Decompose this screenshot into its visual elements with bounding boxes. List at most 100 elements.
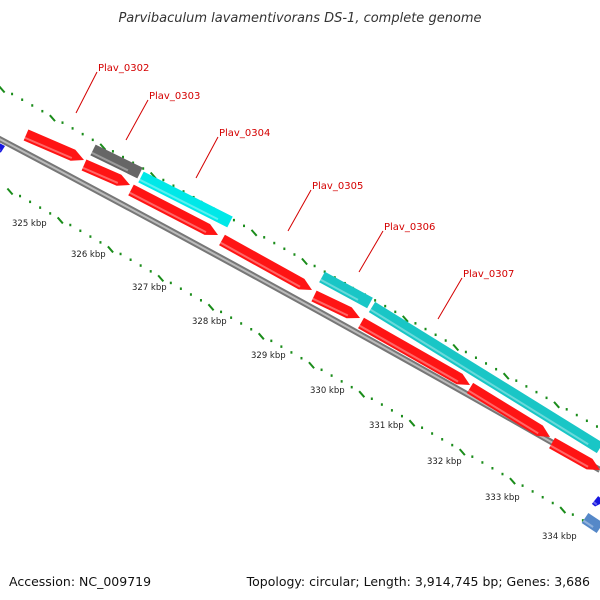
- minor-tick: [541, 495, 544, 499]
- minor-tick: [220, 310, 223, 314]
- gene-highlight: [91, 151, 129, 172]
- minor-tick: [89, 235, 92, 238]
- minor-tick: [501, 472, 504, 476]
- major-tick: [6, 187, 14, 196]
- minor-tick: [474, 356, 477, 359]
- minor-tick: [464, 350, 467, 354]
- accession-text: Accession: NC_009719: [9, 574, 151, 589]
- leader-line-plav-0305: [287, 189, 312, 232]
- gene-highlight: [467, 389, 539, 435]
- minor-tick: [444, 339, 447, 342]
- gene-highlight: [582, 519, 594, 528]
- gene-highlight: [320, 278, 359, 301]
- minor-tick: [169, 281, 172, 285]
- gene-label-plav-0305[interactable]: Plav_0305: [312, 181, 363, 192]
- minor-tick: [61, 121, 64, 124]
- gene-highlight: [82, 166, 119, 184]
- major-tick: [408, 419, 416, 427]
- minor-tick: [31, 104, 34, 107]
- gene-label-plav-0302[interactable]: Plav_0302: [98, 63, 149, 74]
- kbp-label: 329 kbp: [251, 351, 286, 361]
- minor-tick: [485, 362, 488, 365]
- gene-arrow-plav-0302[interactable]: [23, 129, 85, 161]
- minor-tick: [139, 264, 142, 267]
- minor-tick: [424, 327, 427, 331]
- minor-tick: [71, 127, 74, 130]
- minor-tick: [565, 408, 568, 411]
- gene-arrow-plav-0303[interactable]: [90, 144, 143, 179]
- minor-tick: [370, 397, 373, 401]
- minor-tick: [571, 513, 574, 516]
- major-tick: [56, 216, 64, 225]
- minor-tick: [122, 155, 125, 159]
- gene-labels: Plav_0302 Plav_0303 Plav_0304 Plav_0305 …: [98, 63, 514, 280]
- gene-arrow-red[interactable]: [466, 382, 550, 437]
- gene-arrow-plav-0305[interactable]: [219, 234, 312, 290]
- leader-line-plav-0303: [125, 99, 149, 141]
- gene-label-plav-0303[interactable]: Plav_0303: [149, 91, 200, 102]
- major-tick: [402, 315, 409, 323]
- map-title: Parvibaculum lavamentivorans DS-1, compl…: [118, 11, 481, 26]
- minor-tick: [515, 379, 518, 382]
- gene-label-plav-0307[interactable]: Plav_0307: [463, 269, 514, 280]
- minor-tick: [340, 380, 343, 383]
- minor-tick: [243, 224, 246, 228]
- gene-arrow-red[interactable]: [81, 159, 130, 186]
- gene-arrow-blue[interactable]: [591, 496, 600, 507]
- gene-track: [0, 129, 600, 533]
- minor-tick: [263, 236, 266, 239]
- gene-arrow-plav-0306[interactable]: [319, 271, 373, 309]
- gene-highlight: [139, 178, 219, 221]
- gene-arrow-red[interactable]: [549, 437, 600, 470]
- gene-highlight: [592, 501, 598, 506]
- gene-highlight: [359, 324, 459, 383]
- kbp-label: 330 kbp: [310, 386, 345, 396]
- major-tick: [452, 343, 460, 352]
- major-tick: [559, 506, 567, 514]
- minor-tick: [380, 403, 383, 406]
- inner-tick-row: [6, 187, 594, 528]
- gene-highlight: [129, 191, 207, 234]
- minor-tick: [390, 409, 393, 412]
- label-leader-lines: [75, 71, 463, 320]
- minor-tick: [290, 351, 293, 354]
- gene-arrow-plav-0307[interactable]: [368, 301, 600, 454]
- minor-tick: [400, 414, 403, 418]
- major-tick: [553, 401, 560, 409]
- major-tick: [49, 114, 56, 122]
- gene-arrow-red[interactable]: [358, 317, 470, 385]
- major-tick: [207, 303, 215, 311]
- gene-arrow-steel[interactable]: [581, 513, 600, 533]
- minor-tick: [270, 339, 273, 343]
- gene-arrow-blue[interactable]: [0, 143, 5, 155]
- gene-highlight: [550, 444, 589, 468]
- major-tick: [502, 372, 510, 380]
- gene-label-plav-0304[interactable]: Plav_0304: [219, 128, 270, 139]
- gene-highlight: [312, 297, 349, 317]
- minor-tick: [250, 328, 253, 331]
- minor-tick: [273, 241, 276, 245]
- minor-tick: [595, 425, 598, 428]
- minor-tick: [551, 501, 554, 505]
- leader-line-plav-0307: [437, 277, 463, 320]
- minor-tick: [280, 345, 283, 348]
- gene-arrow-red[interactable]: [311, 290, 360, 319]
- major-tick: [509, 477, 516, 485]
- gene-arrow-red[interactable]: [128, 184, 218, 235]
- genome-summary-text: Topology: circular; Length: 3,914,745 bp…: [246, 574, 590, 589]
- gene-label-plav-0306[interactable]: Plav_0306: [384, 222, 435, 233]
- minor-tick: [374, 299, 377, 302]
- gene-highlight: [220, 241, 301, 288]
- minor-tick: [481, 461, 484, 464]
- gene-arrow-plav-0304[interactable]: [138, 171, 233, 228]
- minor-tick: [414, 322, 417, 325]
- minor-tick: [230, 316, 233, 319]
- major-tick: [0, 85, 6, 94]
- minor-tick: [111, 150, 114, 153]
- minor-tick: [320, 368, 323, 372]
- minor-tick: [350, 385, 353, 389]
- major-tick: [250, 229, 258, 237]
- minor-tick: [431, 432, 434, 435]
- minor-tick: [421, 426, 424, 429]
